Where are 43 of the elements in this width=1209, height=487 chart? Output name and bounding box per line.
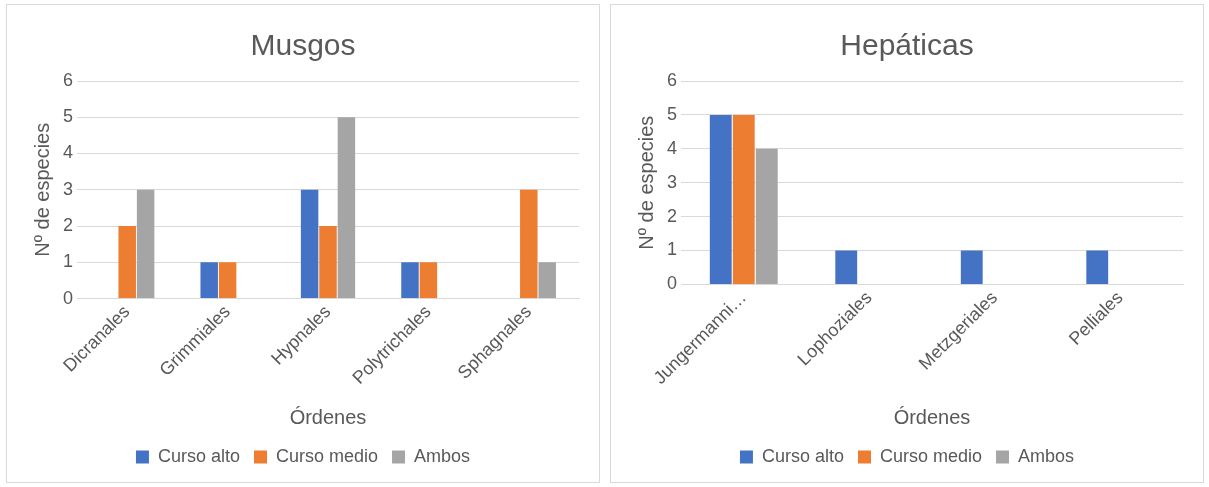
y-tick-label: 5 <box>63 106 74 127</box>
y-tick-label: 6 <box>63 69 74 90</box>
y-tick-label: 1 <box>63 251 74 272</box>
y-axis-title: Nº de especies <box>634 115 657 250</box>
y-tick-label: 2 <box>667 205 678 226</box>
bar <box>200 262 218 299</box>
bar <box>118 226 136 299</box>
y-tick-label: 1 <box>667 239 678 260</box>
bar <box>732 114 755 284</box>
legend-label: Ambos <box>1018 445 1075 466</box>
y-tick-label: 4 <box>63 142 74 163</box>
legend-label: Curso alto <box>761 445 844 466</box>
bar <box>319 226 337 299</box>
x-axis-title: Órdenes <box>893 405 971 428</box>
bar <box>300 189 319 299</box>
y-tick-label: 3 <box>667 171 678 192</box>
bar <box>520 189 538 299</box>
legend-label: Curso medio <box>879 445 983 466</box>
bar <box>337 117 356 299</box>
legend-label: Curso medio <box>275 445 379 466</box>
bar <box>755 148 778 284</box>
bar <box>709 114 732 284</box>
bar <box>401 262 419 299</box>
y-tick-label: 0 <box>63 287 74 308</box>
y-tick-label: 5 <box>667 103 678 124</box>
bar <box>1086 250 1109 284</box>
x-axis-title: Órdenes <box>289 405 367 428</box>
bar <box>538 262 556 299</box>
legend-label: Curso alto <box>157 445 240 466</box>
y-tick-label: 2 <box>63 215 74 236</box>
bar <box>835 250 858 284</box>
bar <box>419 262 438 299</box>
bar <box>218 262 237 299</box>
y-axis-title: Nº de especies <box>30 122 53 257</box>
y-tick-label: 6 <box>667 69 678 90</box>
y-tick-label: 3 <box>63 178 74 199</box>
chart-title: Hepáticas <box>840 28 974 62</box>
chart-title: Musgos <box>250 28 356 62</box>
y-tick-label: 4 <box>667 137 678 158</box>
legend-label: Ambos <box>414 445 471 466</box>
y-tick-label: 0 <box>667 273 678 294</box>
bar <box>136 189 155 299</box>
bar <box>960 250 983 284</box>
